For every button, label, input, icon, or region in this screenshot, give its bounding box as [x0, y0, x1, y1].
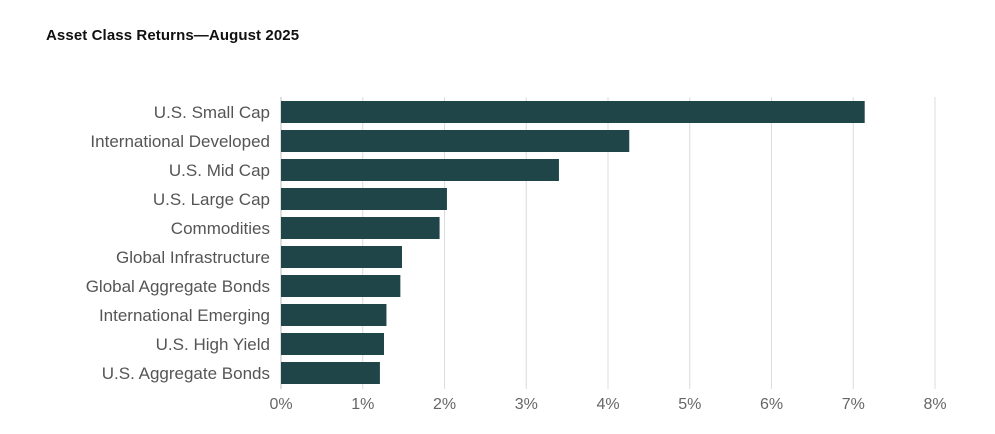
category-label: Global Infrastructure — [116, 248, 270, 267]
bar — [281, 275, 401, 297]
x-tick-label: 0% — [269, 396, 292, 413]
category-label: U.S. Small Cap — [154, 103, 270, 122]
bar — [281, 188, 447, 210]
bars — [281, 101, 865, 384]
category-label: U.S. Mid Cap — [169, 161, 270, 180]
category-label: Commodities — [171, 219, 270, 238]
category-label: U.S. High Yield — [156, 335, 270, 354]
x-tick-label: 5% — [678, 396, 701, 413]
bar — [281, 101, 865, 123]
bar — [281, 304, 387, 326]
category-label: U.S. Large Cap — [153, 190, 270, 209]
category-label: International Developed — [90, 132, 270, 151]
category-label: International Emerging — [99, 306, 270, 325]
x-tick-label: 6% — [760, 396, 783, 413]
x-tick-label: 4% — [596, 396, 619, 413]
chart-title: Asset Class Returns—August 2025 — [46, 27, 300, 44]
category-label: U.S. Aggregate Bonds — [102, 364, 270, 383]
x-tick-label: 2% — [433, 396, 456, 413]
x-tick-label: 3% — [515, 396, 538, 413]
x-tick-label: 8% — [923, 396, 946, 413]
bar — [281, 217, 440, 239]
x-tick-label: 7% — [842, 396, 865, 413]
bar — [281, 159, 559, 181]
gridlines — [280, 97, 936, 389]
x-tick-label: 1% — [351, 396, 374, 413]
x-tick-labels: 0% 1% 2% 3% 4% 5% 6% 7% 8% — [269, 396, 946, 413]
bar — [281, 246, 402, 268]
bar — [281, 362, 380, 384]
category-labels: U.S. Small Cap International Developed U.S… — [86, 103, 270, 383]
bar — [281, 333, 385, 355]
category-label: Global Aggregate Bonds — [86, 277, 270, 296]
bar — [281, 130, 630, 152]
